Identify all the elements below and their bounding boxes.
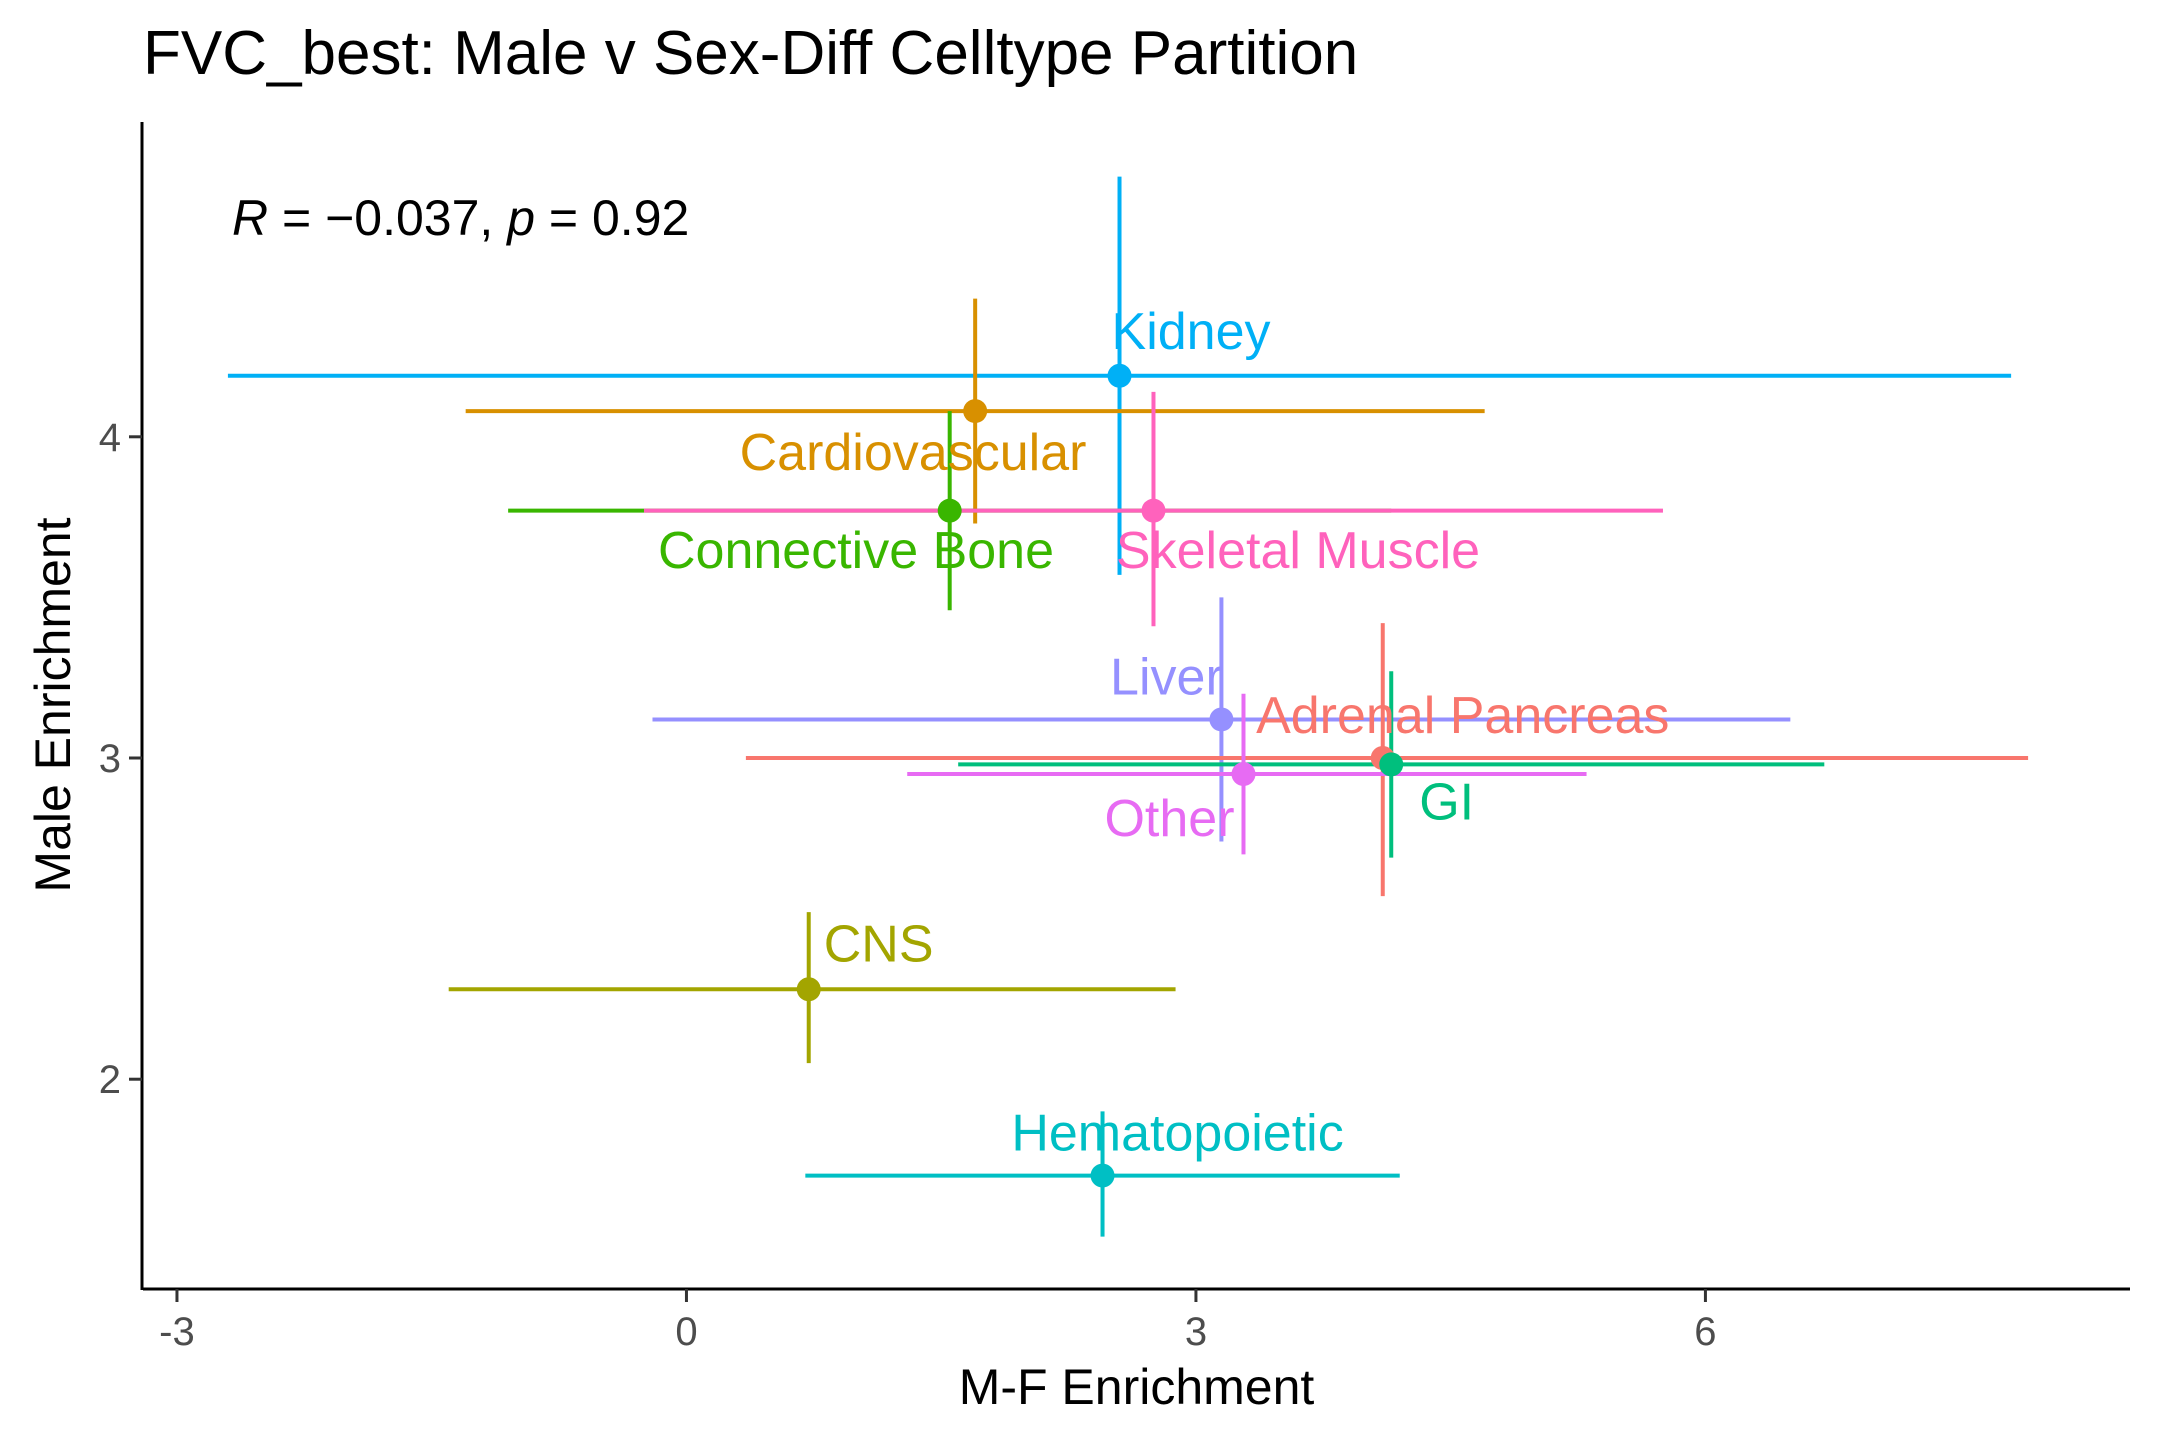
label-connective-bone: Connective Bone bbox=[658, 522, 1054, 580]
label-liver: Liver bbox=[1110, 648, 1223, 706]
data-points bbox=[796, 363, 1404, 1188]
correlation-annotation: R = −0.037, p = 0.92 bbox=[232, 190, 689, 246]
x-tick-label: 6 bbox=[1694, 1310, 1716, 1354]
point-other bbox=[1231, 762, 1256, 787]
y-tick-label: 4 bbox=[99, 416, 121, 460]
label-gi: GI bbox=[1419, 773, 1474, 831]
point-connective-bone bbox=[937, 498, 962, 523]
r-value: = −0.037, bbox=[268, 190, 507, 246]
point-skeletal-muscle bbox=[1141, 498, 1166, 523]
label-cardiovascular: Cardiovascular bbox=[740, 424, 1087, 482]
point-hematopoietic bbox=[1090, 1163, 1115, 1188]
point-kidney bbox=[1107, 363, 1132, 388]
point-labels: Kidney Cardiovascular Connective Bone Skele… bbox=[658, 303, 1669, 1163]
label-adrenal-pancreas: Adrenal Pancreas bbox=[1256, 687, 1669, 745]
label-skeletal-muscle: Skeletal Muscle bbox=[1116, 522, 1480, 580]
p-symbol: p bbox=[505, 190, 535, 246]
chart-title: FVC_best: Male v Sex-Diff Celltype Parti… bbox=[143, 19, 1358, 88]
y-axis-ticks: 2 3 4 bbox=[99, 416, 142, 1102]
label-hematopoietic: Hematopoietic bbox=[1011, 1105, 1343, 1163]
point-cardiovascular bbox=[963, 399, 988, 424]
x-tick-label: 0 bbox=[675, 1310, 697, 1354]
y-axis-title: Male Enrichment bbox=[25, 517, 81, 892]
y-tick-label: 3 bbox=[99, 737, 121, 781]
label-cns: CNS bbox=[824, 915, 934, 973]
label-kidney: Kidney bbox=[1112, 303, 1271, 361]
x-axis-ticks: -3 0 3 6 bbox=[159, 1289, 1717, 1354]
x-axis-title: M-F Enrichment bbox=[959, 1359, 1315, 1415]
x-tick-label: -3 bbox=[159, 1310, 195, 1354]
point-gi bbox=[1379, 752, 1404, 777]
point-liver bbox=[1209, 707, 1234, 732]
label-other: Other bbox=[1104, 790, 1234, 848]
point-cns bbox=[796, 977, 821, 1002]
p-value: = 0.92 bbox=[535, 190, 689, 246]
x-tick-label: 3 bbox=[1185, 1310, 1207, 1354]
r-symbol: R bbox=[232, 190, 268, 246]
y-tick-label: 2 bbox=[99, 1058, 121, 1102]
